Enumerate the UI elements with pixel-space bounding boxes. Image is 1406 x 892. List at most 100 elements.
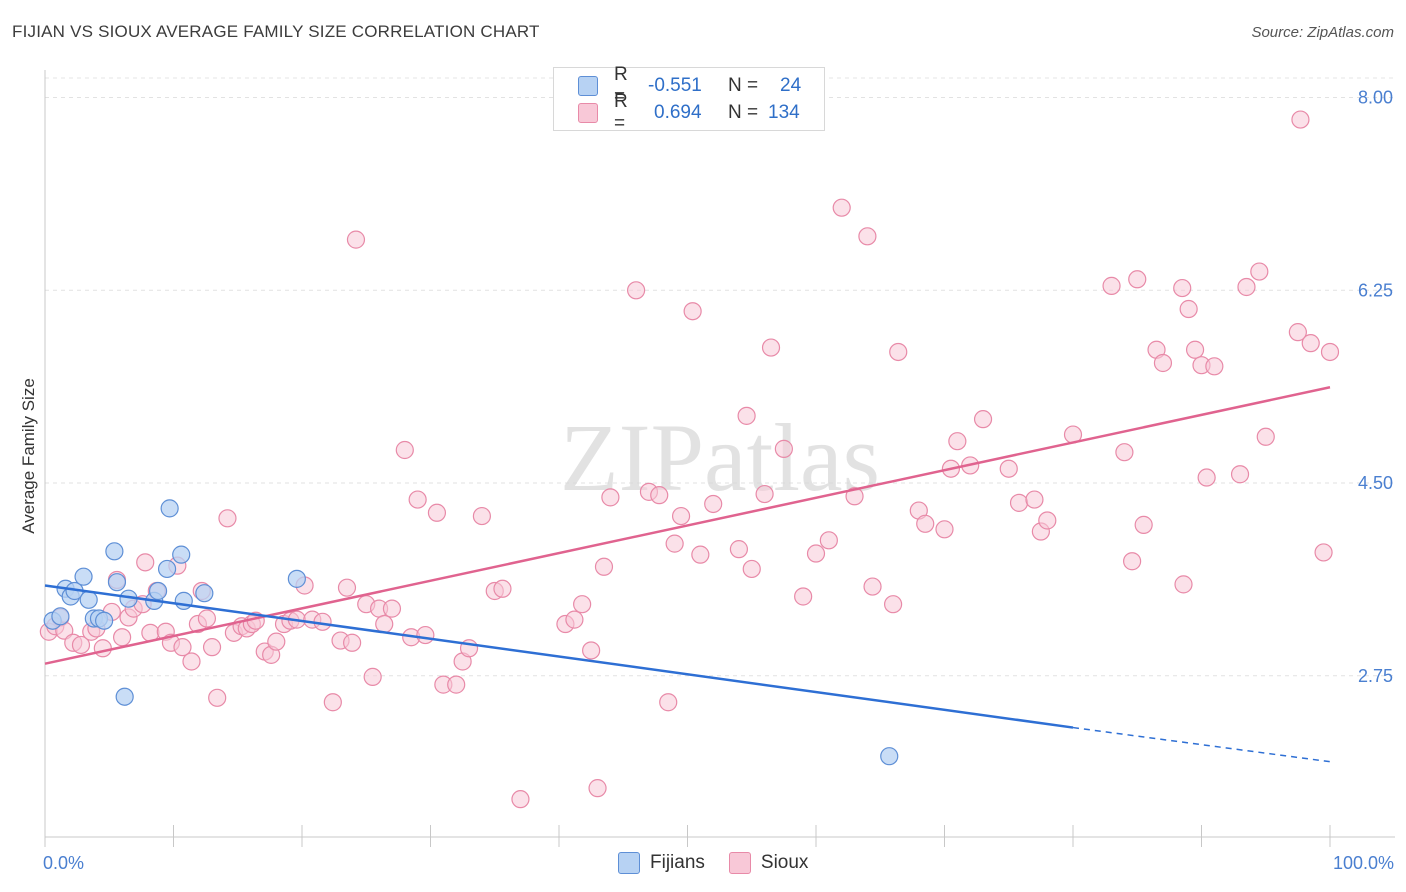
sioux-point [794,587,813,606]
sioux-point [363,667,382,686]
sioux-point [323,693,342,712]
sioux-point [1314,543,1333,562]
fijians-point [105,542,124,561]
legend-n-label: N = [728,75,759,96]
sioux-point [819,531,838,550]
sioux-point [1230,465,1250,484]
fijians-point [174,591,193,610]
sioux-point [346,230,366,249]
sioux-point [112,628,132,647]
sioux-point [1128,270,1147,289]
y-tick-label: 6.25 [1358,280,1393,300]
sioux-point [1173,278,1192,298]
sioux-point [1179,299,1198,319]
sioux-point [948,432,967,451]
bottom-legend: Fijians Sioux [618,852,832,874]
y-tick-label: 8.00 [1358,88,1393,108]
sioux-point [601,488,620,507]
sioux-point [493,579,512,598]
bottom-legend-sioux: Sioux [728,852,809,874]
sioux-point [1205,357,1224,376]
fijians-swatch [578,76,598,96]
sioux-point [650,486,669,505]
fijians-point [160,499,179,518]
sioux-point [755,484,774,504]
sioux-point [742,559,761,579]
sioux-point [416,625,435,645]
chart-title: FIJIAN VS SIOUX AVERAGE FAMILY SIZE CORR… [12,22,540,41]
sioux-swatch [728,852,751,874]
legend-r-value: 0.694 [654,102,702,123]
sioux-point [1025,490,1044,509]
sioux-point [935,520,954,539]
legend-n-label: N = [728,102,759,123]
sioux-point [1301,334,1320,353]
sioux-point [806,544,826,563]
legend-row-sioux: R = 0.694 N = 134 [578,91,800,134]
source-label: Source: ZipAtlas.com [1251,24,1394,41]
sioux-point [582,641,601,660]
bottom-legend-fijians-label: Fijians [650,852,705,873]
axes [44,70,1395,847]
sioux-point [395,440,414,460]
sioux-point [1038,511,1057,530]
sioux-point [337,578,357,597]
sioux-point [1102,276,1121,295]
sioux-point [136,553,155,572]
sioux-point [1153,353,1173,373]
sioux-point [343,633,362,652]
fijians-trend-extension [1072,726,1331,763]
sioux-point [1134,515,1153,534]
legend-r-value: -0.551 [648,75,702,96]
sioux-point [1123,552,1142,571]
sioux-point [683,302,702,321]
sioux-point [1320,342,1340,362]
legend-n-value: 24 [780,75,802,96]
legend-r-label: R = [614,91,628,134]
sioux-trend-line [44,385,1331,665]
legend-r-label: R = [614,64,628,107]
sioux-point [382,599,402,618]
sioux-point [691,545,710,564]
sioux-point [916,514,935,533]
fijians-point [95,611,114,630]
bottom-legend-fijians: Fijians [618,852,705,874]
sioux-point [197,609,217,628]
legend-n-value: 134 [768,102,800,123]
sioux-point [845,487,864,506]
x-tick-labels: 0.0% 100.0% [43,853,1394,873]
fijians-point [115,687,134,706]
sioux-point [863,577,882,596]
sioux-point [1115,443,1134,462]
legend-row-fijians: R = -0.551 N = 24 [578,64,802,107]
sioux-point [665,534,684,553]
sioux-point [472,506,491,526]
y-tick-label: 2.75 [1358,666,1393,686]
fijians-point [79,590,98,609]
sioux-point [704,494,723,514]
sioux-point [626,281,646,300]
sioux-point [511,790,530,809]
fijians-point [172,545,191,564]
sioux-point [1237,277,1256,297]
sioux-point [832,198,851,217]
fijians-point [107,573,127,592]
sioux-point [729,540,749,559]
sioux-point [999,459,1018,478]
bottom-legend-sioux-label: Sioux [760,852,809,873]
sioux-point [1291,110,1310,129]
sioux-point [883,595,903,614]
sioux-point [659,693,678,712]
sioux-point [427,503,447,522]
fijians-point [51,607,70,626]
sioux-swatch [578,103,598,123]
sioux-point [737,406,756,425]
sioux-point [1288,323,1307,342]
fijians-point [287,569,306,588]
fijians-point [148,581,168,601]
sioux-point [218,509,237,528]
sioux-point [1256,427,1275,446]
y-tick-label: 4.50 [1358,473,1393,493]
fijians-point [74,567,93,586]
sioux-point [973,410,993,429]
